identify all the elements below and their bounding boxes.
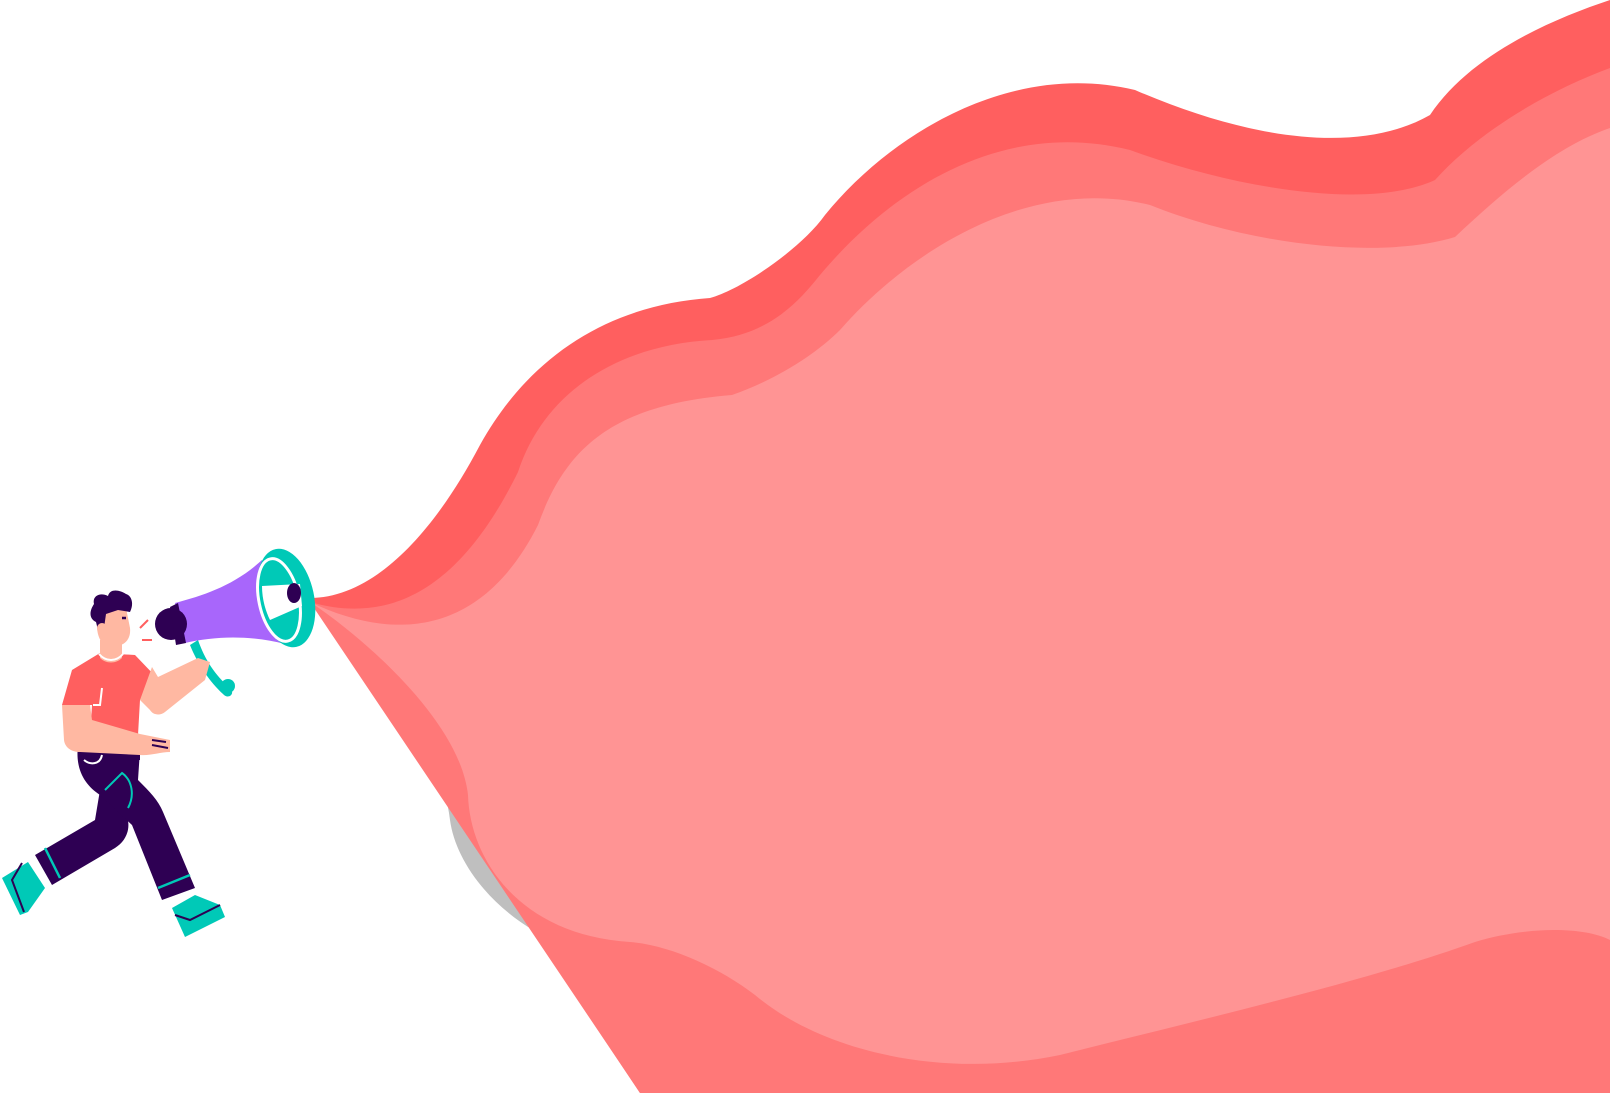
megaphone	[155, 548, 316, 697]
megaphone-speaker	[287, 583, 301, 603]
back-leg-cuff	[43, 847, 62, 879]
megaphone-handle-knob	[221, 679, 235, 693]
back-shoe-lace	[10, 862, 25, 913]
front-leg-seam	[104, 771, 133, 809]
pocket-line	[83, 754, 103, 765]
speech-cloud	[310, 0, 1610, 1093]
shirt-fold	[93, 687, 103, 706]
front-shoe-lace	[174, 904, 221, 922]
front-leg	[77, 745, 195, 900]
back-leg	[35, 790, 129, 885]
shout-marks	[139, 619, 152, 641]
collar	[98, 653, 124, 661]
front-leg-cuff	[157, 873, 191, 890]
back-hand-fingers	[151, 739, 169, 749]
back-arm	[62, 705, 170, 756]
megaphone-handle	[190, 640, 233, 697]
cloud-inner	[310, 128, 1610, 1064]
megaphone-collar	[170, 603, 186, 645]
shirt	[62, 653, 157, 738]
hair	[90, 590, 133, 630]
person	[2, 590, 225, 937]
back-shoe	[2, 862, 45, 915]
ear	[97, 623, 107, 633]
front-arm	[140, 658, 210, 715]
